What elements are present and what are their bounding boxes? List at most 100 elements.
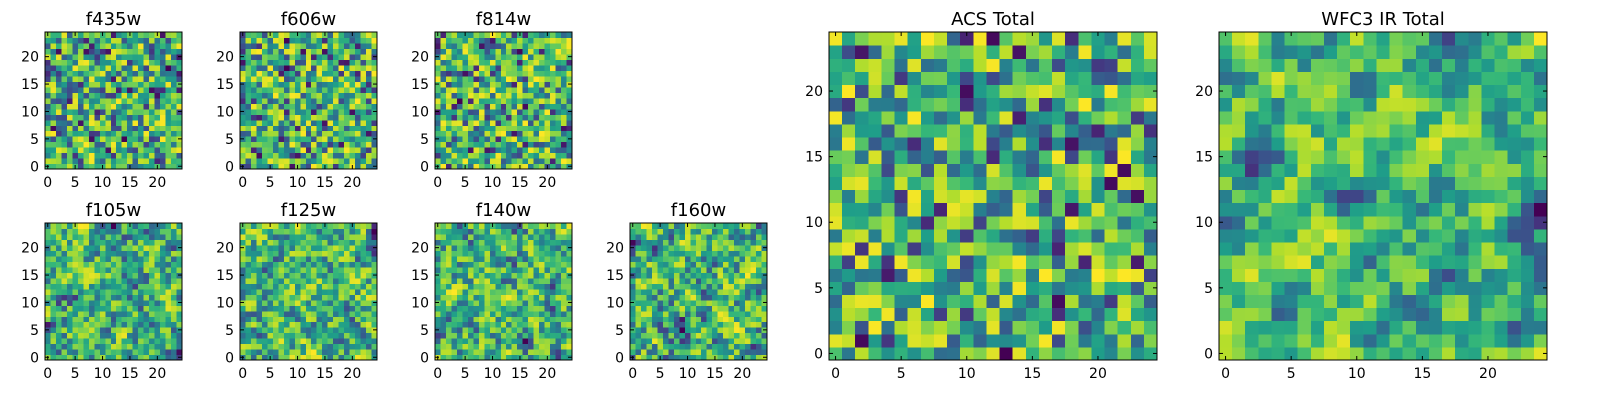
heatmap-cell — [701, 327, 708, 334]
heatmap-cell — [881, 320, 896, 335]
heatmap-cell — [539, 86, 546, 93]
heatmap-cell — [143, 223, 150, 230]
heatmap-cell — [66, 244, 73, 251]
heatmap-cell — [149, 75, 156, 82]
heatmap-cell — [986, 241, 1001, 256]
heatmap-cell — [171, 299, 178, 306]
heatmap-cell — [960, 202, 974, 217]
heatmap-cell — [278, 59, 285, 66]
heatmap-cell — [1091, 228, 1106, 243]
heatmap-cell — [55, 327, 63, 334]
heatmap-cell — [272, 119, 279, 126]
heatmap-cell — [116, 288, 123, 295]
heatmap-cell — [489, 125, 496, 132]
heatmap-cell — [138, 42, 145, 50]
heatmap-cell — [121, 332, 128, 339]
heatmap-cell — [706, 305, 713, 312]
heatmap-cell — [127, 130, 134, 137]
heatmap-cell — [511, 244, 518, 251]
heatmap-cell — [366, 305, 373, 312]
heatmap-cell — [646, 354, 653, 361]
heatmap-cell — [467, 283, 474, 290]
heatmap-cell — [305, 305, 312, 312]
heatmap-cell — [555, 130, 562, 137]
heatmap-cell — [322, 343, 329, 350]
heatmap-cell — [544, 294, 551, 301]
heatmap-cell — [50, 158, 57, 165]
heatmap-cell — [278, 266, 285, 273]
heatmap-cell — [171, 70, 178, 77]
heatmap-cell — [316, 327, 323, 334]
heatmap-cell — [333, 228, 340, 235]
heatmap-cell — [456, 108, 463, 115]
heatmap-cell — [522, 103, 529, 110]
heatmap-cell — [344, 75, 351, 82]
heatmap-cell — [88, 343, 95, 350]
heatmap-cell — [55, 81, 63, 88]
heatmap-cell — [349, 239, 356, 246]
heatmap-cell — [77, 130, 84, 137]
heatmap-cell — [289, 294, 296, 301]
heatmap-cell — [154, 125, 161, 132]
heatmap-cell — [712, 277, 719, 284]
heatmap-cell — [506, 255, 513, 262]
heatmap-cell — [528, 92, 535, 99]
heatmap-cell — [371, 349, 378, 356]
heatmap-cell — [278, 277, 285, 284]
heatmap-cell — [261, 332, 268, 339]
heatmap-cell — [311, 92, 318, 99]
heatmap-cell — [143, 59, 150, 66]
heatmap-cell — [176, 294, 183, 301]
heatmap-cell — [456, 97, 463, 104]
heatmap-cell — [544, 261, 551, 268]
heatmap-cell — [176, 48, 183, 55]
heatmap-cell — [278, 48, 285, 55]
heatmap-cell — [517, 81, 524, 88]
heatmap-cell — [121, 283, 128, 290]
heatmap-cell — [456, 327, 463, 334]
heatmap-cell — [1052, 281, 1066, 295]
heatmap-cell — [366, 64, 373, 71]
heatmap-cell — [829, 176, 843, 191]
heatmap-cell — [478, 272, 485, 279]
heatmap-cell — [176, 125, 183, 132]
heatmap-cell — [256, 244, 263, 251]
heatmap-cell — [445, 75, 453, 82]
heatmap-cell — [305, 158, 312, 165]
heatmap-cell — [440, 32, 447, 39]
heatmap-cell — [105, 147, 112, 154]
heatmap-cell — [149, 59, 156, 66]
heatmap-cell — [511, 250, 518, 257]
heatmap-cell — [445, 81, 453, 88]
heatmap-cell — [1117, 346, 1132, 361]
heatmap-cell — [138, 32, 145, 39]
heatmap-cell — [61, 163, 68, 170]
heatmap-cell — [506, 266, 513, 273]
heatmap-cell — [550, 305, 557, 312]
heatmap-cell — [245, 310, 252, 317]
heatmap-cell — [305, 310, 312, 317]
heatmap-cell — [371, 48, 378, 55]
y-tick-label: 5 — [420, 323, 429, 339]
heatmap-cell — [256, 316, 263, 323]
heatmap-cell — [668, 223, 675, 230]
heatmap-cell — [143, 327, 150, 334]
heatmap-cell — [116, 103, 123, 110]
heatmap-cell — [272, 103, 279, 110]
heatmap-cell — [316, 136, 323, 143]
heatmap-cell — [1065, 176, 1079, 191]
heatmap-cell — [467, 228, 474, 235]
heatmap-cell — [322, 59, 329, 66]
heatmap-cell — [561, 321, 568, 328]
heatmap-cell — [473, 338, 480, 345]
heatmap-cell — [1078, 346, 1092, 361]
heatmap-cell — [467, 321, 474, 328]
heatmap-cell — [322, 48, 329, 55]
heatmap-cell — [327, 354, 334, 361]
heatmap-cell — [110, 59, 117, 66]
heatmap-cell — [539, 239, 546, 246]
heatmap-cell — [294, 130, 301, 137]
heatmap-cell — [445, 37, 453, 44]
heatmap-cell — [555, 136, 562, 143]
heatmap-cell — [539, 32, 546, 39]
